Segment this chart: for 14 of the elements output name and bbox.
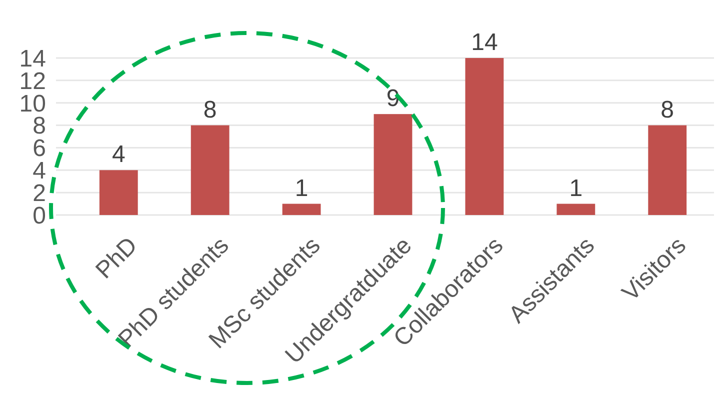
data-label: 14 [471,29,498,56]
bar [374,114,412,215]
bar [465,58,504,215]
bar [556,204,596,215]
data-label: 8 [203,96,217,124]
bar [282,204,321,215]
data-label: 1 [294,174,308,202]
bar [190,125,230,215]
bar [99,170,138,215]
bar [648,125,687,215]
data-label: 1 [569,174,583,202]
data-label: 8 [660,96,674,124]
data-label: 4 [112,141,126,168]
x-tick-label: PhD [90,232,143,284]
